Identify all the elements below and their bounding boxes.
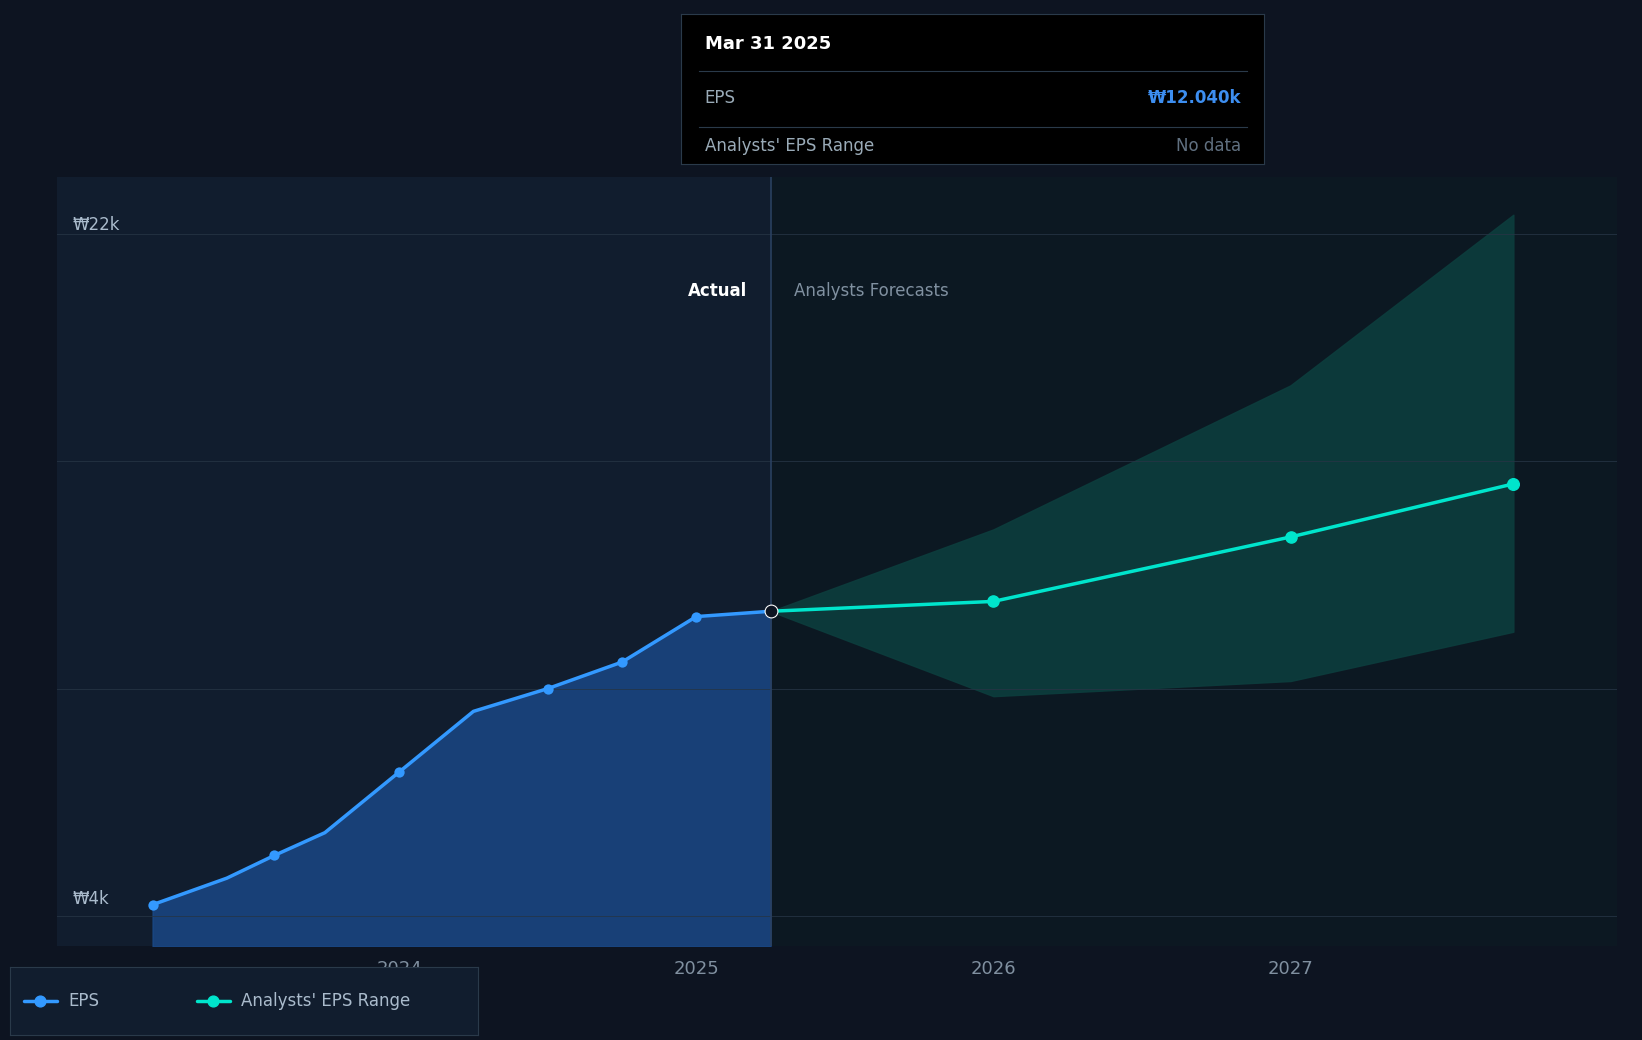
Point: [757, 603, 783, 620]
Point: [609, 654, 635, 671]
Point: [1277, 528, 1304, 545]
Bar: [770, 177, 1617, 946]
Point: [683, 608, 709, 625]
Text: Analysts' EPS Range: Analysts' EPS Range: [241, 992, 410, 1010]
Text: EPS: EPS: [704, 89, 736, 107]
Text: Analysts Forecasts: Analysts Forecasts: [795, 282, 949, 300]
Text: EPS: EPS: [69, 992, 100, 1010]
Text: ₩4k: ₩4k: [72, 890, 108, 909]
Text: ₩12.040k: ₩12.040k: [1148, 89, 1241, 107]
Text: Mar 31 2025: Mar 31 2025: [704, 34, 831, 53]
Point: [386, 763, 412, 780]
Text: Analysts' EPS Range: Analysts' EPS Range: [704, 137, 874, 155]
Point: [535, 680, 562, 697]
Point: [200, 992, 227, 1009]
Point: [1501, 475, 1527, 492]
Point: [757, 603, 783, 620]
Text: Actual: Actual: [688, 282, 747, 300]
Bar: [57, 177, 770, 946]
Point: [140, 896, 166, 913]
Point: [261, 848, 287, 864]
Text: No data: No data: [1176, 137, 1241, 155]
Point: [980, 593, 1007, 609]
Text: ₩22k: ₩22k: [72, 215, 120, 234]
Point: [28, 992, 54, 1009]
